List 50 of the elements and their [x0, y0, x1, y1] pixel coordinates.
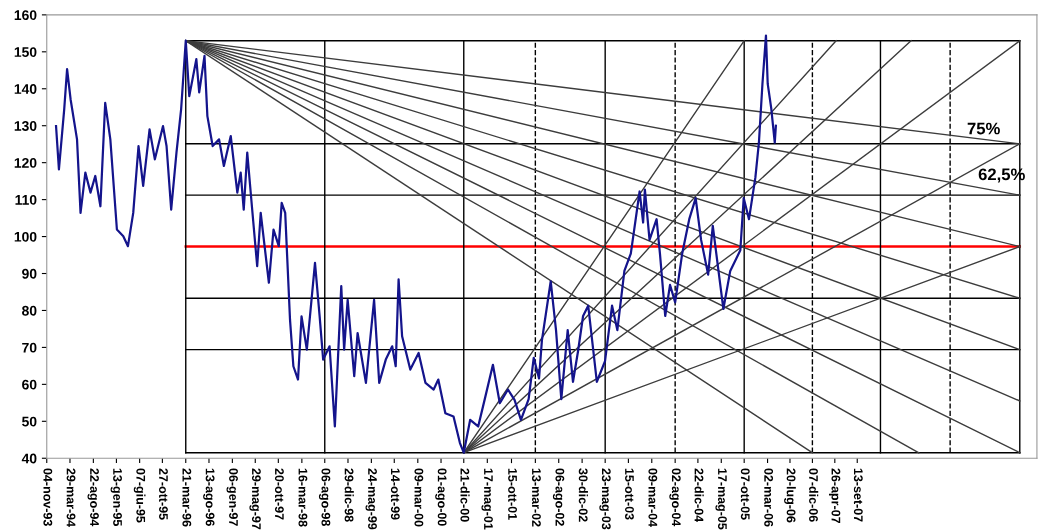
y-tick-label: 110 — [15, 194, 37, 205]
x-tick-label: 02-ago-04 — [669, 468, 681, 527]
x-tick-label: 22-dic-04 — [694, 468, 704, 523]
x-tick-label: 06-gen-97 — [226, 468, 238, 526]
x-tick-label: 16-mar-98 — [298, 468, 308, 527]
y-tick-label: 80 — [22, 305, 37, 316]
x-tick-label: 30-dic-02 — [578, 468, 588, 522]
x-tick-label: 15-ott-03 — [625, 468, 634, 520]
x-tick-label: 20-ott-97 — [274, 468, 284, 520]
x-tick-label: 07-dic-06 — [809, 468, 819, 522]
x-tick-label: 21-mar-96 — [182, 468, 192, 527]
y-tick-label: 90 — [22, 268, 37, 279]
x-tick-label: 14-ott-99 — [390, 468, 400, 520]
x-tick-label: 09-mar-04 — [648, 468, 658, 527]
x-tick-label: 29-mar-94 — [66, 468, 76, 527]
y-tick-label: 70 — [22, 342, 37, 353]
y-tick-label: 140 — [14, 84, 37, 94]
annotation: 75% — [967, 122, 1000, 135]
y-tick-label: 150 — [14, 47, 37, 57]
y-tick-label: 120 — [14, 158, 37, 168]
x-tick-label: 13-ago-96 — [203, 468, 215, 526]
y-tick-label: 160 — [14, 10, 37, 21]
x-tick-label: 09-mar-00 — [414, 468, 424, 527]
x-tick-label: 13-set-07 — [853, 468, 863, 522]
x-tick-label: 06-ago-98 — [318, 468, 331, 526]
x-tick-label: 13-gen-95 — [110, 468, 122, 526]
x-tick-label: 15-ott-01 — [508, 468, 517, 520]
x-tick-label: 01-ago-00 — [435, 468, 447, 526]
x-tick-label: 20-lug-06 — [784, 468, 796, 523]
x-tick-label: 26-apr-07 — [828, 468, 841, 524]
x-tick-label: 04-nov-93 — [43, 468, 53, 526]
x-tick-label: 22-ago-94 — [87, 468, 99, 527]
x-tick-label: 02-mar-06 — [764, 468, 774, 527]
x-tick-label: 06-ago-02 — [552, 468, 565, 526]
x-tick-label: 07-giu-95 — [133, 468, 146, 523]
y-tick-label: 50 — [22, 416, 37, 427]
x-tick-label: 29-dic-98 — [344, 468, 354, 522]
x-tick-label: 23-mag-03 — [599, 468, 611, 530]
y-tick-label: 60 — [22, 379, 37, 390]
x-tick-label: 17-mag-05 — [715, 468, 727, 530]
y-tick-label: 130 — [14, 121, 37, 131]
y-tick-label: 40 — [21, 453, 37, 464]
x-tick-label: 21-dic-00 — [460, 468, 470, 522]
x-tick-label: 07-ott-05 — [740, 468, 750, 520]
x-tick-label: 29-mag-97 — [249, 468, 261, 530]
x-tick-label: 17-mag-01 — [481, 468, 493, 530]
x-tick-label: 27-ott-95 — [159, 468, 168, 520]
y-tick-label: 100 — [14, 231, 37, 242]
x-tick-label: 24-mag-99 — [365, 468, 377, 530]
x-tick-label: 13-mar-02 — [531, 468, 541, 527]
